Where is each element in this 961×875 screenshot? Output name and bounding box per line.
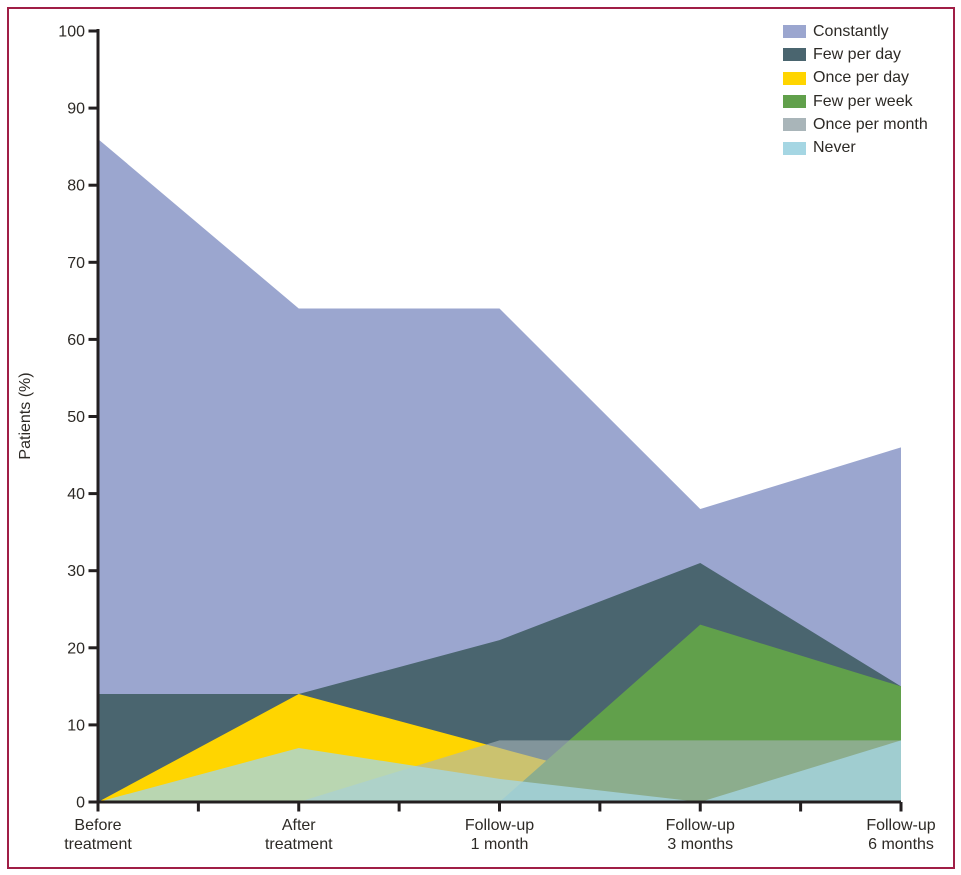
area-never (98, 740, 901, 802)
x-tick-label-follow-up-3-months: Follow-up 3 months (666, 817, 735, 853)
y-tick-label: 30 (67, 563, 85, 580)
legend-item-once-per-day: Once per day (783, 67, 928, 90)
legend: Constantly Few per day Once per day Few per… (783, 20, 928, 160)
legend-swatch (783, 95, 806, 109)
legend-label: Few per day (813, 45, 902, 63)
area-once-per-month (98, 740, 901, 802)
x-tick-label-follow-up-6-months: Follow-up 6 months (866, 817, 935, 853)
legend-item-few-per-week: Few per week (783, 90, 928, 113)
legend-item-few-per-day: Few per day (783, 43, 928, 66)
y-tick-label: 60 (67, 332, 85, 349)
legend-label: Constantly (813, 22, 889, 40)
legend-label: Never (813, 139, 856, 157)
x-tick-label-follow-up-1-month: Follow-up 1 month (465, 817, 534, 853)
y-tick-label: 20 (67, 640, 85, 657)
y-tick-label: 70 (67, 255, 85, 272)
axes: 0 10 20 30 40 50 60 70 80 90 100 Before treatment Aft… (58, 24, 935, 854)
legend-swatch (783, 25, 806, 39)
y-tick-label: 50 (67, 409, 85, 426)
legend-label: Once per day (813, 69, 910, 87)
y-tick-label: 0 (76, 795, 85, 812)
y-axis-title: Patients (%) (17, 372, 34, 459)
legend-swatch (783, 48, 806, 62)
y-tick-label: 100 (58, 24, 85, 41)
y-tick-label: 80 (67, 178, 85, 195)
legend-swatch (783, 71, 806, 85)
legend-item-never: Never (783, 136, 928, 159)
y-tick-label: 10 (67, 717, 85, 734)
legend-label: Once per month (813, 115, 928, 133)
x-tick-label-before-treatment: Before treatment (64, 817, 132, 853)
legend-item-constantly: Constantly (783, 20, 928, 43)
legend-swatch (783, 118, 806, 132)
legend-label: Few per week (813, 92, 913, 110)
legend-swatch (783, 141, 806, 155)
y-tick-label: 40 (67, 486, 85, 503)
area-layers (98, 138, 901, 802)
legend-item-once-per-month: Once per month (783, 113, 928, 136)
y-tick-label: 90 (67, 101, 85, 118)
x-tick-label-after-treatment: After treatment (265, 817, 333, 853)
